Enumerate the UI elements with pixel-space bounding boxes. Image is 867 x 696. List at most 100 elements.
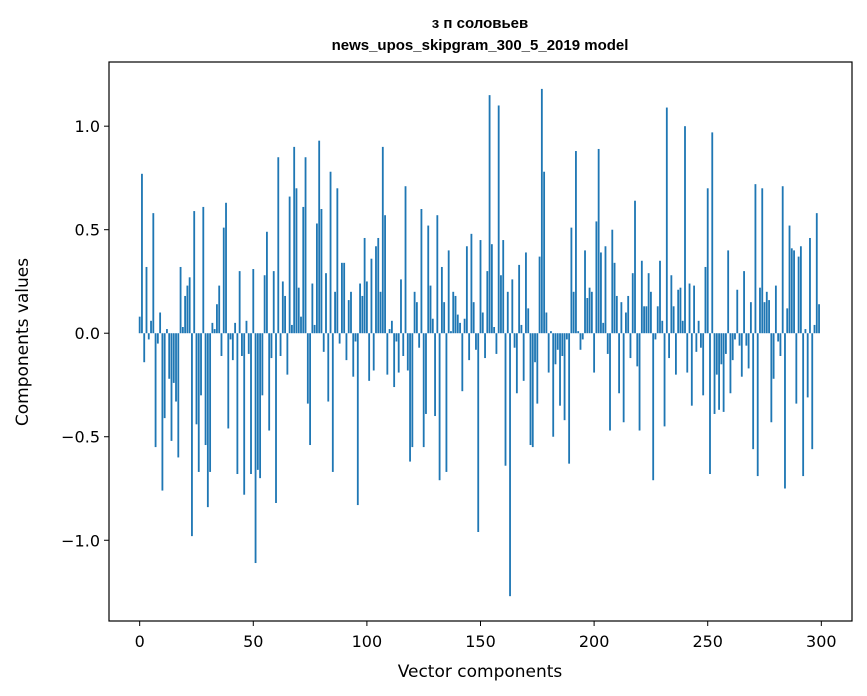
bar xyxy=(684,126,686,334)
bar xyxy=(456,314,459,334)
bar xyxy=(675,333,677,375)
bar xyxy=(266,231,268,334)
bar xyxy=(759,287,761,334)
bar xyxy=(670,275,673,334)
bar xyxy=(193,211,196,334)
bar xyxy=(606,333,609,354)
bar xyxy=(797,256,800,334)
bar xyxy=(156,333,159,344)
x-tick-label: 100 xyxy=(352,632,383,651)
bar xyxy=(625,312,627,334)
bar xyxy=(415,302,418,334)
bar xyxy=(325,273,327,334)
bar xyxy=(231,333,234,361)
bar xyxy=(522,333,525,381)
bar xyxy=(661,320,664,334)
y-axis-ticks: −1.0 −0.5 0.0 0.5 1.0 xyxy=(61,117,109,550)
bar xyxy=(493,327,496,334)
bar xyxy=(422,333,425,448)
bar xyxy=(790,248,793,334)
bar xyxy=(245,320,248,334)
bar xyxy=(336,188,339,334)
bar xyxy=(643,306,646,334)
bar xyxy=(550,331,552,334)
bar xyxy=(525,252,527,334)
bar xyxy=(593,333,596,373)
bar xyxy=(402,333,405,356)
bar xyxy=(179,266,182,334)
bar xyxy=(436,215,439,334)
bar xyxy=(338,333,341,344)
bar xyxy=(543,171,546,334)
bar xyxy=(536,333,539,404)
bar xyxy=(329,171,332,334)
bar xyxy=(609,333,611,431)
bar xyxy=(529,333,532,446)
bar xyxy=(786,308,789,334)
bar xyxy=(472,302,475,334)
bar xyxy=(579,333,582,350)
bar xyxy=(209,333,212,472)
bar xyxy=(406,333,409,371)
bar xyxy=(752,333,755,450)
bar xyxy=(188,277,191,334)
bar xyxy=(302,206,305,334)
bar xyxy=(286,333,289,375)
bar xyxy=(154,333,157,448)
bar xyxy=(427,225,430,334)
bar xyxy=(481,312,484,334)
bar xyxy=(734,333,736,340)
bar xyxy=(722,333,725,412)
bar xyxy=(656,306,659,334)
bar xyxy=(638,333,641,431)
bar xyxy=(713,333,716,414)
bar xyxy=(297,287,300,334)
bar xyxy=(556,333,559,350)
bar xyxy=(765,291,768,334)
bar xyxy=(340,262,343,334)
bar xyxy=(288,196,291,334)
bar xyxy=(293,146,296,334)
bar xyxy=(509,333,511,597)
bar xyxy=(404,186,407,334)
bar xyxy=(511,279,514,334)
bar xyxy=(177,333,180,458)
bar xyxy=(254,333,257,564)
bar xyxy=(686,333,689,373)
bar xyxy=(779,333,782,356)
bar xyxy=(620,302,623,334)
x-axis-ticks: 0 50 100 150 200 250 300 xyxy=(135,621,837,651)
bar xyxy=(334,291,336,334)
bar xyxy=(486,271,489,334)
bar xyxy=(818,304,820,334)
bar xyxy=(470,233,473,334)
bar xyxy=(250,333,252,475)
bar xyxy=(631,273,634,334)
bar xyxy=(506,291,509,334)
bar xyxy=(706,188,709,334)
bar xyxy=(359,283,361,334)
bar xyxy=(218,285,221,334)
bar xyxy=(799,246,802,334)
bar xyxy=(545,312,548,334)
bar xyxy=(488,95,491,334)
bar xyxy=(504,333,507,466)
bar xyxy=(393,333,396,388)
bar xyxy=(420,209,423,334)
bar xyxy=(390,320,393,334)
bar xyxy=(634,200,636,334)
bar xyxy=(627,295,630,334)
bar xyxy=(300,316,302,334)
bar xyxy=(763,302,766,334)
bar xyxy=(381,146,384,334)
bar xyxy=(672,306,675,334)
bar xyxy=(354,333,357,342)
bar xyxy=(490,244,493,334)
bar xyxy=(559,333,561,406)
x-tick-label: 250 xyxy=(692,632,723,651)
bar xyxy=(697,320,700,334)
bar xyxy=(731,333,734,361)
bar xyxy=(502,240,505,334)
bar xyxy=(350,291,352,334)
bar xyxy=(161,333,164,491)
